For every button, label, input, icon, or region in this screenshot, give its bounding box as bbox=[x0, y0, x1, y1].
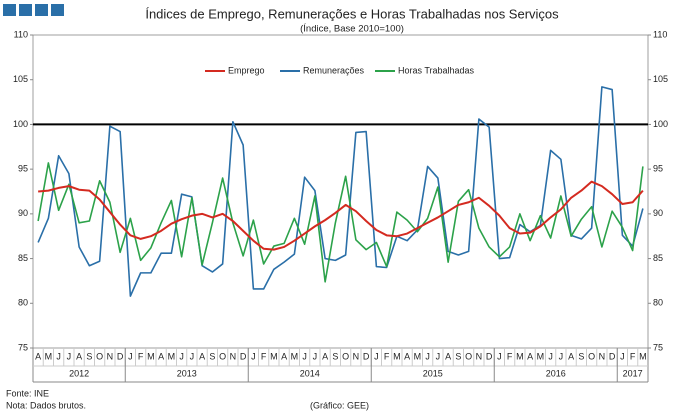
x-tick-label: A bbox=[76, 351, 82, 361]
x-tick-label: N bbox=[353, 351, 360, 361]
x-tick-label: D bbox=[117, 351, 124, 361]
legend-label: Emprego bbox=[228, 65, 265, 75]
x-tick-label: D bbox=[363, 351, 370, 361]
year-label: 2013 bbox=[177, 368, 197, 378]
x-tick-label: F bbox=[138, 351, 144, 361]
y-tick-label: 100 bbox=[13, 119, 28, 129]
x-tick-label: J bbox=[548, 351, 553, 361]
x-tick-label: O bbox=[219, 351, 226, 361]
footnote: Fonte: INE bbox=[6, 388, 49, 398]
year-label: 2012 bbox=[69, 368, 89, 378]
x-tick-label: O bbox=[342, 351, 349, 361]
legend-label: Remunerações bbox=[303, 65, 365, 75]
x-tick-label: J bbox=[559, 351, 564, 361]
x-tick-label: M bbox=[537, 351, 545, 361]
y2-tick-label: 110 bbox=[653, 29, 667, 39]
year-label: 2017 bbox=[623, 368, 643, 378]
x-tick-label: S bbox=[209, 351, 215, 361]
y-tick-label: 90 bbox=[18, 208, 28, 218]
x-tick-label: A bbox=[527, 351, 533, 361]
x-tick-label: S bbox=[332, 351, 338, 361]
x-tick-label: M bbox=[147, 351, 155, 361]
x-tick-label: A bbox=[35, 351, 41, 361]
x-tick-label: J bbox=[425, 351, 430, 361]
x-tick-label: J bbox=[56, 351, 61, 361]
year-label: 2016 bbox=[546, 368, 566, 378]
y2-tick-label: 95 bbox=[653, 164, 663, 174]
y-tick-label: 95 bbox=[18, 164, 28, 174]
footnote: Nota: Dados brutos. bbox=[6, 400, 86, 410]
chart-title: Índices de Emprego, Remunerações e Horas… bbox=[145, 6, 559, 21]
x-tick-label: A bbox=[445, 351, 451, 361]
x-tick-label: F bbox=[630, 351, 636, 361]
x-tick-label: A bbox=[281, 351, 287, 361]
series-line bbox=[38, 180, 644, 251]
x-tick-label: M bbox=[270, 351, 278, 361]
x-tick-label: J bbox=[302, 351, 307, 361]
x-tick-label: J bbox=[190, 351, 195, 361]
x-tick-label: A bbox=[404, 351, 410, 361]
x-tick-label: M bbox=[45, 351, 53, 361]
x-tick-label: D bbox=[240, 351, 247, 361]
x-tick-label: M bbox=[168, 351, 176, 361]
x-tick-label: N bbox=[230, 351, 237, 361]
x-tick-label: J bbox=[436, 351, 441, 361]
x-tick-label: J bbox=[374, 351, 379, 361]
x-tick-label: J bbox=[251, 351, 256, 361]
x-tick-label: D bbox=[486, 351, 493, 361]
x-tick-label: O bbox=[588, 351, 595, 361]
logo-block bbox=[51, 4, 64, 16]
x-tick-label: J bbox=[179, 351, 184, 361]
source: (Gráfico: GEE) bbox=[310, 400, 369, 410]
logo-block bbox=[19, 4, 32, 16]
x-tick-label: F bbox=[261, 351, 267, 361]
y2-tick-label: 85 bbox=[653, 253, 663, 263]
logo-block bbox=[35, 4, 48, 16]
x-tick-label: F bbox=[507, 351, 513, 361]
y-tick-label: 80 bbox=[18, 298, 28, 308]
logo-block bbox=[3, 4, 16, 16]
year-label: 2015 bbox=[423, 368, 443, 378]
y2-tick-label: 105 bbox=[653, 74, 668, 84]
x-tick-label: J bbox=[128, 351, 133, 361]
x-tick-label: N bbox=[599, 351, 606, 361]
series-line bbox=[37, 86, 644, 297]
x-tick-label: S bbox=[86, 351, 92, 361]
x-tick-label: N bbox=[476, 351, 483, 361]
plot-frame bbox=[32, 34, 649, 349]
y2-tick-label: 90 bbox=[653, 208, 663, 218]
y-tick-label: 75 bbox=[18, 342, 28, 352]
x-tick-label: O bbox=[96, 351, 103, 361]
y-tick-label: 105 bbox=[13, 74, 28, 84]
y2-tick-label: 100 bbox=[653, 119, 668, 129]
x-tick-label: M bbox=[393, 351, 401, 361]
x-tick-label: D bbox=[609, 351, 616, 361]
series-line bbox=[37, 162, 644, 283]
y2-tick-label: 75 bbox=[653, 342, 663, 352]
x-tick-label: J bbox=[620, 351, 625, 361]
x-tick-label: S bbox=[455, 351, 461, 361]
x-tick-label: J bbox=[67, 351, 72, 361]
x-tick-label: M bbox=[516, 351, 524, 361]
x-tick-label: J bbox=[313, 351, 318, 361]
x-tick-label: O bbox=[465, 351, 472, 361]
year-label: 2014 bbox=[300, 368, 320, 378]
x-tick-label: A bbox=[199, 351, 205, 361]
y-tick-label: 85 bbox=[18, 253, 28, 263]
y-tick-label: 110 bbox=[14, 29, 28, 39]
y2-tick-label: 80 bbox=[653, 298, 663, 308]
x-tick-label: M bbox=[291, 351, 299, 361]
x-tick-label: A bbox=[568, 351, 574, 361]
x-tick-label: S bbox=[578, 351, 584, 361]
x-tick-label: J bbox=[497, 351, 502, 361]
x-tick-label: M bbox=[414, 351, 422, 361]
legend-label: Horas Trabalhadas bbox=[398, 65, 475, 75]
x-tick-label: A bbox=[322, 351, 328, 361]
x-tick-label: F bbox=[384, 351, 390, 361]
chart-subtitle: (Índice, Base 2010=100) bbox=[300, 24, 404, 35]
x-tick-label: M bbox=[639, 351, 647, 361]
x-tick-label: N bbox=[107, 351, 114, 361]
x-tick-label: A bbox=[158, 351, 164, 361]
